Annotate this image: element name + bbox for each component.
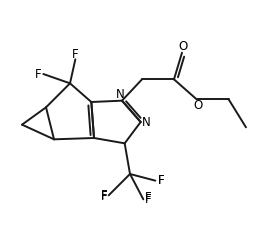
Text: O: O bbox=[179, 40, 188, 53]
Text: F: F bbox=[145, 192, 152, 204]
Text: F: F bbox=[35, 68, 41, 81]
Text: N: N bbox=[142, 115, 151, 129]
Text: F: F bbox=[72, 48, 79, 61]
Text: F: F bbox=[101, 189, 108, 202]
Text: O: O bbox=[193, 99, 203, 112]
Text: F: F bbox=[158, 174, 165, 187]
Text: F: F bbox=[100, 190, 107, 203]
Text: N: N bbox=[116, 88, 125, 101]
Text: F: F bbox=[158, 174, 165, 187]
Text: F: F bbox=[145, 193, 152, 206]
